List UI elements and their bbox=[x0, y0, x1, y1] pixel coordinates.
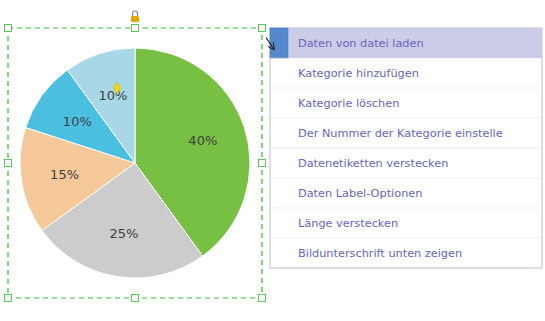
menu-item[interactable]: Kategorie hinzufügen bbox=[298, 67, 419, 80]
lock-body bbox=[131, 16, 139, 22]
menu-item[interactable]: Daten von datei laden bbox=[298, 37, 424, 50]
menu-item[interactable]: Kategorie löschen bbox=[298, 97, 399, 110]
menu-highlight bbox=[270, 28, 542, 58]
resize-handle[interactable] bbox=[5, 295, 12, 302]
pie-slice bbox=[67, 48, 135, 163]
menu-item[interactable]: Daten Label-Optionen bbox=[298, 187, 422, 200]
menu-separator bbox=[270, 178, 542, 179]
menu-separator bbox=[270, 238, 542, 239]
data-label: 10% bbox=[63, 114, 92, 129]
menu-icon bbox=[270, 28, 288, 58]
diamond-marker bbox=[114, 82, 121, 94]
resize-handle[interactable] bbox=[5, 160, 12, 167]
menu-separator bbox=[270, 148, 542, 149]
cursor bbox=[266, 38, 274, 50]
menu-separator bbox=[270, 88, 542, 89]
data-label: 10% bbox=[99, 88, 128, 103]
data-label: 25% bbox=[109, 226, 138, 241]
data-label: 15% bbox=[50, 167, 79, 182]
menu-background bbox=[270, 28, 542, 268]
lock-icon[interactable] bbox=[131, 11, 139, 22]
data-label: 40% bbox=[188, 133, 217, 148]
menu-item[interactable]: Länge verstecken bbox=[298, 217, 398, 230]
resize-handle[interactable] bbox=[132, 25, 139, 32]
resize-handle[interactable] bbox=[259, 25, 266, 32]
menu-separator bbox=[270, 118, 542, 119]
resize-handle[interactable] bbox=[259, 295, 266, 302]
resize-handle[interactable] bbox=[259, 160, 266, 167]
pie: 40% 25% 15% 10% 10% bbox=[20, 48, 250, 278]
resize-handle[interactable] bbox=[5, 25, 12, 32]
menu-item[interactable]: Datenetiketten verstecken bbox=[298, 157, 448, 170]
lock-shackle bbox=[133, 11, 138, 16]
resize-handle[interactable] bbox=[132, 295, 139, 302]
pie-slice bbox=[42, 163, 203, 278]
context-menu: Daten von datei laden Kategorie hinzufüge… bbox=[270, 28, 542, 268]
menu-separator bbox=[270, 208, 542, 209]
selection-border bbox=[8, 28, 262, 298]
menu-item[interactable]: Bildunterschrift unten zeigen bbox=[298, 247, 462, 260]
menu-item[interactable]: Der Nummer der Kategorie einstelle bbox=[298, 127, 503, 140]
menu-separator bbox=[270, 58, 542, 59]
chart: 40% 25% 15% 10% 10% Daten von datei laden Kate… bbox=[0, 0, 545, 321]
